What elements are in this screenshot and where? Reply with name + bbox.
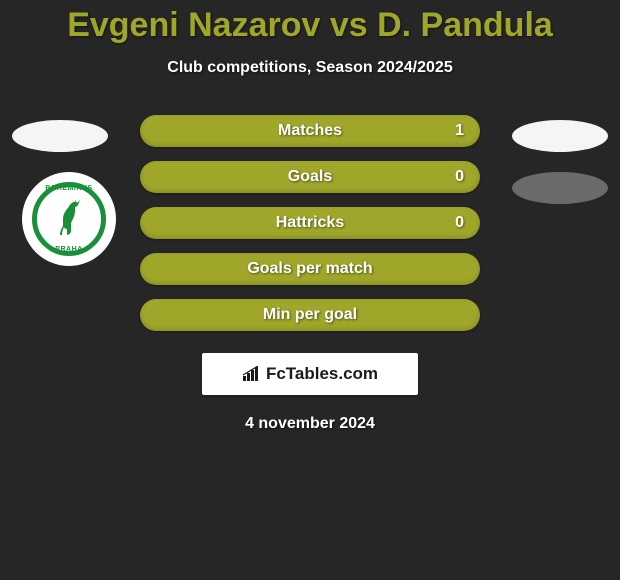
stat-row-min-per-goal: Min per goal (140, 299, 480, 331)
comparison-title: Evgeni Nazarov vs D. Pandula (0, 0, 620, 45)
club-name-top: BOHEMIANS (45, 185, 92, 192)
stat-value-right: 1 (455, 122, 464, 140)
kangaroo-icon (54, 199, 84, 239)
chart-icon (242, 366, 262, 382)
stat-value-right: 0 (455, 214, 464, 232)
player-right-placeholder-2 (512, 172, 608, 204)
stat-row-hattricks: Hattricks 0 (140, 207, 480, 239)
club-name-bottom: PRAHA (55, 246, 82, 253)
stat-label: Min per goal (263, 306, 357, 324)
player-left-placeholder (12, 120, 108, 152)
club-badge-ring: BOHEMIANS PRAHA (32, 182, 106, 256)
brand-box[interactable]: FcTables.com (202, 353, 418, 395)
stat-label: Goals per match (247, 260, 372, 278)
player-right-placeholder (512, 120, 608, 152)
stat-row-goals-per-match: Goals per match (140, 253, 480, 285)
stat-label: Goals (288, 168, 332, 186)
comparison-subtitle: Club competitions, Season 2024/2025 (0, 59, 620, 77)
stat-label: Hattricks (276, 214, 344, 232)
brand-text: FcTables.com (266, 364, 378, 384)
stat-label: Matches (278, 122, 342, 140)
club-badge: BOHEMIANS PRAHA (22, 172, 116, 266)
comparison-date: 4 november 2024 (0, 415, 620, 433)
stat-row-matches: Matches 1 (140, 115, 480, 147)
stat-value-right: 0 (455, 168, 464, 186)
stat-row-goals: Goals 0 (140, 161, 480, 193)
